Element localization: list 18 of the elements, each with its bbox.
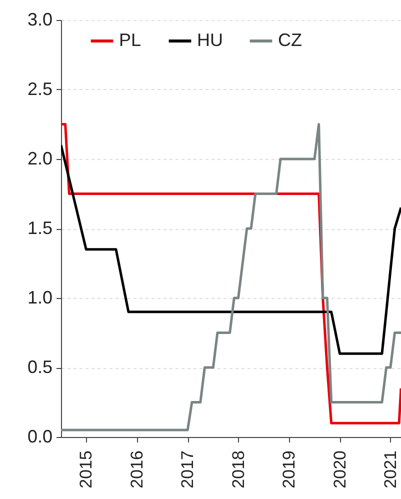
legend-label: CZ bbox=[278, 30, 302, 50]
legend-label: PL bbox=[119, 30, 142, 50]
y-tick-label: 0.0 bbox=[27, 426, 52, 446]
x-tick-label: 2017 bbox=[178, 450, 198, 488]
x-tick-label: 2018 bbox=[228, 450, 248, 488]
y-tick-label: 2.0 bbox=[27, 148, 52, 168]
y-tick-label: 1.0 bbox=[27, 288, 52, 308]
x-tick-label: 2019 bbox=[279, 450, 298, 488]
x-tick-label: 2020 bbox=[330, 450, 350, 488]
legend-label: HU bbox=[197, 30, 223, 50]
y-tick-label: 2.5 bbox=[27, 79, 52, 99]
x-tick-label: 2015 bbox=[76, 450, 96, 488]
line-series bbox=[61, 144, 401, 355]
x-tick-label: 2021 bbox=[380, 450, 400, 488]
y-tick-label: 3.0 bbox=[27, 10, 52, 30]
y-tick-label: 0.5 bbox=[27, 357, 52, 377]
y-tick-label: 1.5 bbox=[27, 218, 52, 238]
x-tick-label: 2016 bbox=[127, 450, 146, 488]
